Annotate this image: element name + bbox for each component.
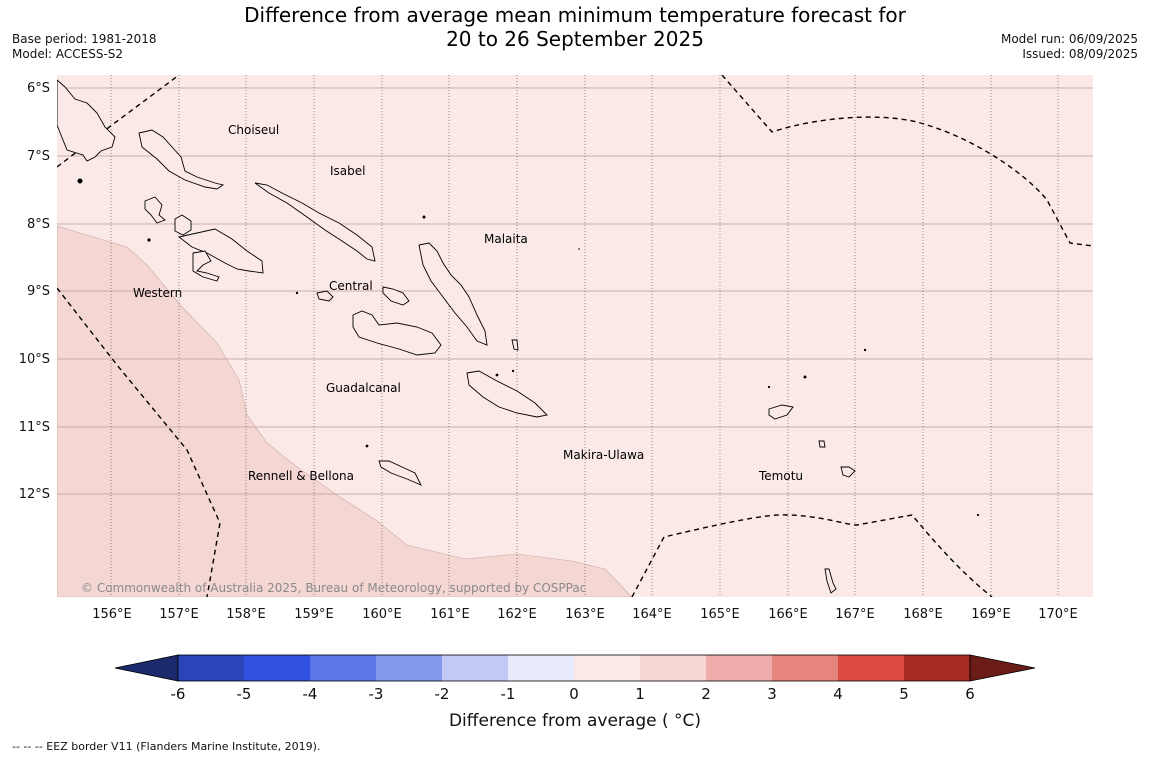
lon-label-161e: 161°E [430, 607, 470, 622]
base-period-text: Base period: 1981-2018 [12, 32, 157, 46]
colorbar-tick: -6 [170, 685, 186, 703]
lon-label-169e: 169°E [971, 607, 1011, 622]
colorbar-segment [508, 655, 574, 681]
colorbar-segment [310, 655, 376, 681]
colorbar-segment [640, 655, 706, 681]
lat-label-8s: 8°S [26, 217, 50, 232]
island-outlines [57, 79, 856, 594]
title-line-1: Difference from average mean minimum tem… [244, 3, 906, 27]
map-panel: Choiseul Isabel Malaita Western Central … [57, 75, 1093, 597]
lat-label-7s: 7°S [26, 149, 50, 164]
lon-label-167e: 167°E [835, 607, 875, 622]
region-label-malaita: Malaita [484, 232, 528, 246]
colorbar-segment [376, 655, 442, 681]
lon-label-158e: 158°E [226, 607, 266, 622]
colorbar [114, 654, 1036, 682]
lon-label-159e: 159°E [294, 607, 334, 622]
lon-label-168e: 168°E [903, 607, 943, 622]
colorbar-tick: 3 [767, 685, 777, 703]
colorbar-tick: 1 [635, 685, 645, 703]
colorbar-tick: -2 [434, 685, 450, 703]
meta-left: Base period: 1981-2018 Model: ACCESS-S2 [12, 32, 157, 62]
lon-label-162e: 162°E [497, 607, 537, 622]
colorbar-max-extend [969, 654, 1036, 682]
lat-label-9s: 9°S [26, 284, 50, 299]
region-label-central: Central [329, 279, 373, 293]
colorbar-tick: -1 [500, 685, 516, 703]
colorbar-segment [772, 655, 838, 681]
region-label-isabel: Isabel [330, 164, 365, 178]
copyright-text: © Commonwealth of Australia 2025, Bureau… [81, 581, 586, 595]
lon-label-160e: 160°E [362, 607, 402, 622]
region-label-choiseul: Choiseul [228, 123, 279, 137]
colorbar-label: Difference from average ( °C) [448, 711, 702, 731]
region-label-rennell-bellona: Rennell & Bellona [248, 469, 354, 483]
colorbar-frame [177, 654, 971, 682]
lat-label-11s: 11°S [18, 420, 50, 435]
colorbar-tick: 4 [833, 685, 843, 703]
model-run-text: Model run: 06/09/2025 [1000, 32, 1138, 46]
title-line-2: 20 to 26 September 2025 [446, 27, 704, 51]
map-title: Difference from average mean minimum tem… [0, 3, 1150, 51]
lon-label-170e: 170°E [1038, 607, 1078, 622]
lat-label-10s: 10°S [18, 352, 50, 367]
eez-borders [57, 75, 1093, 597]
region-label-guadalcanal: Guadalcanal [326, 381, 401, 395]
colorbar-segment [244, 655, 310, 681]
region-label-temotu: Temotu [758, 469, 803, 483]
meta-right: Model run: 06/09/2025 Issued: 08/09/2025 [1001, 32, 1138, 62]
colorbar-tick: 5 [899, 685, 909, 703]
colorbar-tick: -3 [368, 685, 384, 703]
lon-label-165e: 165°E [700, 607, 740, 622]
colorbar-segment [178, 655, 244, 681]
colorbar-tick: 0 [569, 685, 579, 703]
colorbar-tick: -5 [236, 685, 252, 703]
lon-label-163e: 163°E [565, 607, 605, 622]
lon-label-157e: 157°E [159, 607, 199, 622]
model-text: Model: ACCESS-S2 [12, 47, 124, 61]
lon-label-166e: 166°E [768, 607, 808, 622]
lat-label-6s: 6°S [26, 81, 50, 96]
colorbar-tick: 2 [701, 685, 711, 703]
colorbar-segment [904, 655, 970, 681]
colorbar-segment [574, 655, 640, 681]
colorbar-segment [706, 655, 772, 681]
issued-text: Issued: 08/09/2025 [1022, 47, 1138, 61]
small-islets [77, 178, 980, 517]
colorbar-tick: 6 [965, 685, 975, 703]
colorbar-min-extend [114, 654, 179, 682]
region-label-makira-ulawa: Makira-Ulawa [563, 448, 644, 462]
eez-footnote: -- -- -- EEZ border V11 (Flanders Marine… [12, 740, 321, 753]
colorbar-segment [838, 655, 904, 681]
lat-label-12s: 12°S [18, 487, 50, 502]
lon-label-164e: 164°E [632, 607, 672, 622]
region-label-western: Western [133, 286, 182, 300]
colorbar-tick: -4 [302, 685, 318, 703]
anomaly-1-to-2-area [57, 225, 633, 597]
lon-label-156e: 156°E [92, 607, 132, 622]
colorbar-segment [442, 655, 508, 681]
latitude-gridlines [57, 87, 1093, 495]
